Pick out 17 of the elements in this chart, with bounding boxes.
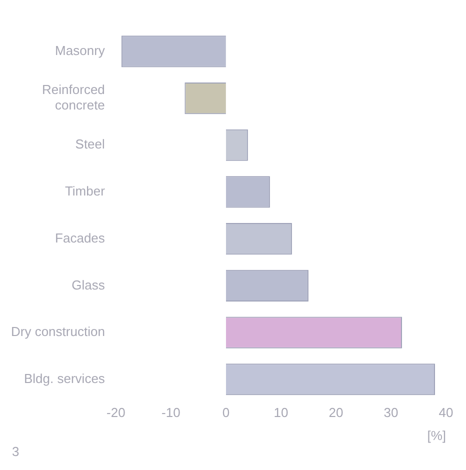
x-tick-label: -10 bbox=[162, 405, 180, 420]
x-axis-title: [%] bbox=[427, 428, 446, 443]
text: 3 bbox=[12, 444, 20, 459]
x-tick-label: -20 bbox=[106, 405, 126, 420]
x-tick-label: 40 bbox=[438, 405, 454, 420]
x-tick-label: 10 bbox=[274, 405, 288, 420]
y-tick-label: Steel bbox=[75, 136, 106, 152]
x-tick-label: 20 bbox=[328, 405, 344, 420]
y-tick-label: Bldg. services bbox=[24, 370, 106, 386]
y-tick-label: Facades bbox=[55, 230, 106, 246]
y-tick-label: Timber bbox=[64, 184, 106, 199]
y-tick-label: Glass bbox=[72, 277, 106, 292]
y-tick-label: Reinforced concrete bbox=[42, 82, 105, 113]
x-tick-label: 30 bbox=[384, 405, 398, 420]
y-tick-label: Dry construction bbox=[11, 324, 105, 340]
y-tick-label: Masonry bbox=[55, 43, 106, 58]
x-tick-label: 0 bbox=[222, 405, 230, 420]
